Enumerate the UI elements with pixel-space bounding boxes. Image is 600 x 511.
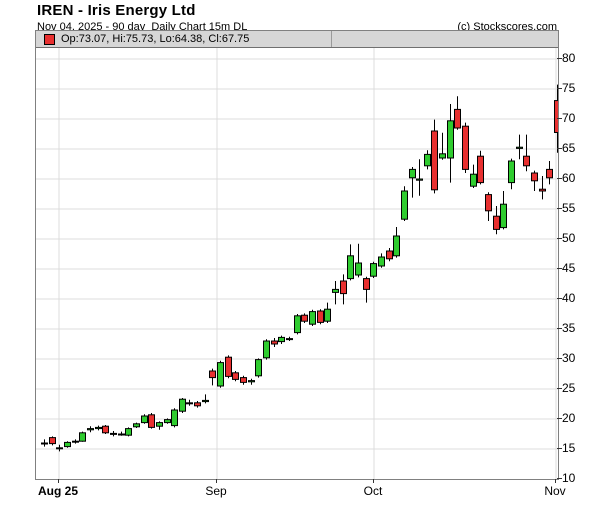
y-axis-tick [557,358,562,359]
y-axis-label: 45 [562,261,576,275]
candlestick-chart [36,48,558,479]
y-axis-label: 70 [562,111,576,125]
y-axis-tick [557,148,562,149]
x-axis-label: Nov [544,484,566,498]
x-axis-tick [373,479,374,483]
y-axis-label: 30 [562,351,576,365]
y-axis-label: 10 [562,471,576,485]
y-axis-label: 35 [562,321,576,335]
y-axis-tick [557,88,562,89]
x-axis-label: Oct [363,484,383,498]
y-axis-label: 55 [562,201,576,215]
y-axis-label: 65 [562,141,576,155]
y-axis-tick [557,328,562,329]
page-title: IREN - Iris Energy Ltd [37,2,196,19]
y-axis-tick [557,448,562,449]
y-axis-tick [557,118,562,119]
y-axis-tick [557,478,562,479]
y-axis-tick [557,178,562,179]
y-axis-label: 60 [562,171,576,185]
chart-header: IREN - Iris Energy Ltd Nov 04, 2025 - 90… [37,2,557,33]
x-axis-tick [58,479,59,483]
y-axis-tick [557,418,562,419]
legend-divider [331,31,332,47]
y-axis-label: 15 [562,441,576,455]
y-axis-label: 50 [562,231,576,245]
x-axis-label: Sep [205,484,227,498]
ohlc-legend-text: Op:73.07, Hi:75.73, Lo:64.38, Cl:67.75 [61,33,250,45]
y-axis-tick [557,268,562,269]
y-axis-tick [557,388,562,389]
y-axis-tick [557,58,562,59]
ohlc-legend: Op:73.07, Hi:75.73, Lo:64.38, Cl:67.75 [36,31,558,48]
y-axis-tick [557,208,562,209]
y-axis-label: 40 [562,291,576,305]
x-axis-tick [555,479,556,483]
x-axis-tick [216,479,217,483]
y-axis-label: 25 [562,381,576,395]
candle-color-swatch-icon [44,33,55,45]
y-axis-tick [557,238,562,239]
chart-plot-area: Op:73.07, Hi:75.73, Lo:64.38, Cl:67.75 [35,30,559,480]
y-axis-label: 75 [562,81,576,95]
y-axis-label: 20 [562,411,576,425]
y-axis-tick [557,298,562,299]
x-axis-label: Aug 25 [37,484,79,498]
y-axis-label: 80 [562,51,576,65]
